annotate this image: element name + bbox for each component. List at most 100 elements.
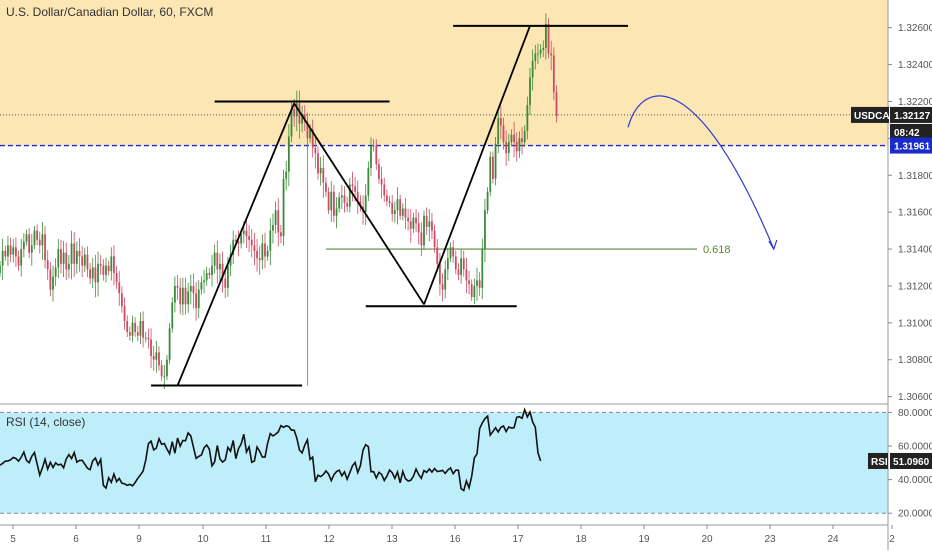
candle-body [431, 221, 433, 231]
candle-body [261, 243, 264, 261]
x-tick-label: 10 [197, 534, 209, 545]
candle-body [282, 178, 285, 237]
candle-body [444, 269, 447, 290]
candle-body [391, 202, 394, 214]
candle-body [521, 138, 523, 143]
candle-body [449, 247, 452, 259]
price-tag-value: 1.32127 [894, 111, 931, 122]
candle-body [537, 53, 539, 55]
candle-body [211, 265, 213, 275]
candle-body [552, 55, 555, 93]
x-tick-label: 12 [323, 534, 335, 545]
rsi-value-tag [890, 452, 932, 469]
candle-body [73, 243, 76, 264]
candle-body [499, 118, 502, 126]
candle-body [86, 254, 89, 270]
candle-body [20, 249, 23, 266]
candle-body [354, 186, 356, 192]
candle-body [221, 263, 224, 279]
candle-body [83, 254, 86, 266]
candle-body [22, 241, 25, 250]
candle-body [0, 265, 1, 274]
rsi-line [0, 407, 542, 492]
candle-body [555, 92, 558, 117]
candle-body [287, 136, 290, 172]
candles [0, 13, 558, 390]
candle-body [309, 129, 311, 139]
candle-body [97, 263, 99, 283]
candle-body [168, 328, 171, 360]
rsi-tick-label: 40.0000 [898, 475, 932, 486]
candle-body [232, 239, 235, 255]
candle-body [197, 289, 200, 309]
candle-body [189, 285, 192, 292]
candle-body [187, 291, 190, 305]
candle-body [489, 156, 492, 192]
candle-body [81, 256, 84, 266]
candle-body [386, 195, 388, 202]
candle-body [423, 215, 425, 246]
candle-body [420, 232, 423, 246]
x-tick-label: 20 [701, 534, 713, 545]
candle-body [139, 320, 142, 336]
candle-body [144, 337, 147, 339]
candle-body [330, 191, 333, 211]
candle-body [179, 287, 182, 305]
rsi-tick-label: 80.0000 [898, 408, 932, 419]
candle-body [285, 171, 288, 179]
candle-body [510, 134, 513, 143]
candle-body [33, 230, 36, 246]
candle-body [62, 252, 65, 264]
price-tag [890, 106, 932, 123]
time-axis[interactable]: 5 6 9 10 11 12 13 16 17 18 19 20 23 24 2 [10, 525, 895, 545]
candle-body [425, 215, 428, 227]
y-tick-label: 1.31600 [898, 208, 932, 219]
candle-body [272, 225, 274, 231]
candle-body [240, 234, 243, 244]
candle-body [454, 256, 457, 270]
candle-body [322, 167, 325, 183]
candle-body [468, 280, 470, 285]
candle-body [229, 254, 232, 266]
candle-body [237, 241, 240, 244]
y-tick-label: 1.31200 [898, 281, 932, 292]
candle-body [213, 252, 216, 266]
candle-body [441, 284, 444, 290]
candle-body [280, 232, 282, 237]
candle-body [306, 121, 309, 139]
x-tick-label: 19 [638, 534, 650, 545]
trend-line [423, 25, 531, 305]
candle-body [123, 306, 126, 321]
candle-body [121, 293, 123, 307]
candle-body [502, 125, 505, 143]
candle-body [484, 210, 486, 250]
candle-body [9, 245, 12, 255]
candle-body [176, 285, 179, 288]
price-tag [890, 137, 932, 154]
candle-body [351, 184, 354, 187]
x-tick-label: 24 [827, 534, 839, 545]
candle-body [128, 332, 131, 336]
candle-body [457, 269, 460, 275]
projection-arrow [627, 95, 775, 250]
candle-body [102, 265, 105, 275]
candle-body [476, 280, 478, 286]
candle-body [433, 230, 436, 248]
symbol-tag [851, 106, 889, 123]
candle-body [160, 365, 163, 377]
candle-body [545, 23, 547, 48]
candle-body [539, 49, 542, 54]
candle-body [515, 142, 518, 152]
rsi-axis[interactable]: 80.0000 60.0000 40.0000 20.0000 [888, 408, 932, 520]
candle-body [338, 197, 341, 209]
candle-body [486, 191, 489, 211]
candle-body [208, 273, 211, 275]
candle-body [192, 285, 195, 294]
candle-body [378, 164, 380, 179]
candle-body [348, 184, 351, 207]
candle-body [359, 201, 362, 207]
candle-body [325, 182, 327, 192]
chart-title: U.S. Dollar/Canadian Dollar, 60, FXCM [6, 5, 213, 19]
price-axis[interactable]: 1.326001.324001.322001.320001.318001.316… [888, 23, 932, 403]
